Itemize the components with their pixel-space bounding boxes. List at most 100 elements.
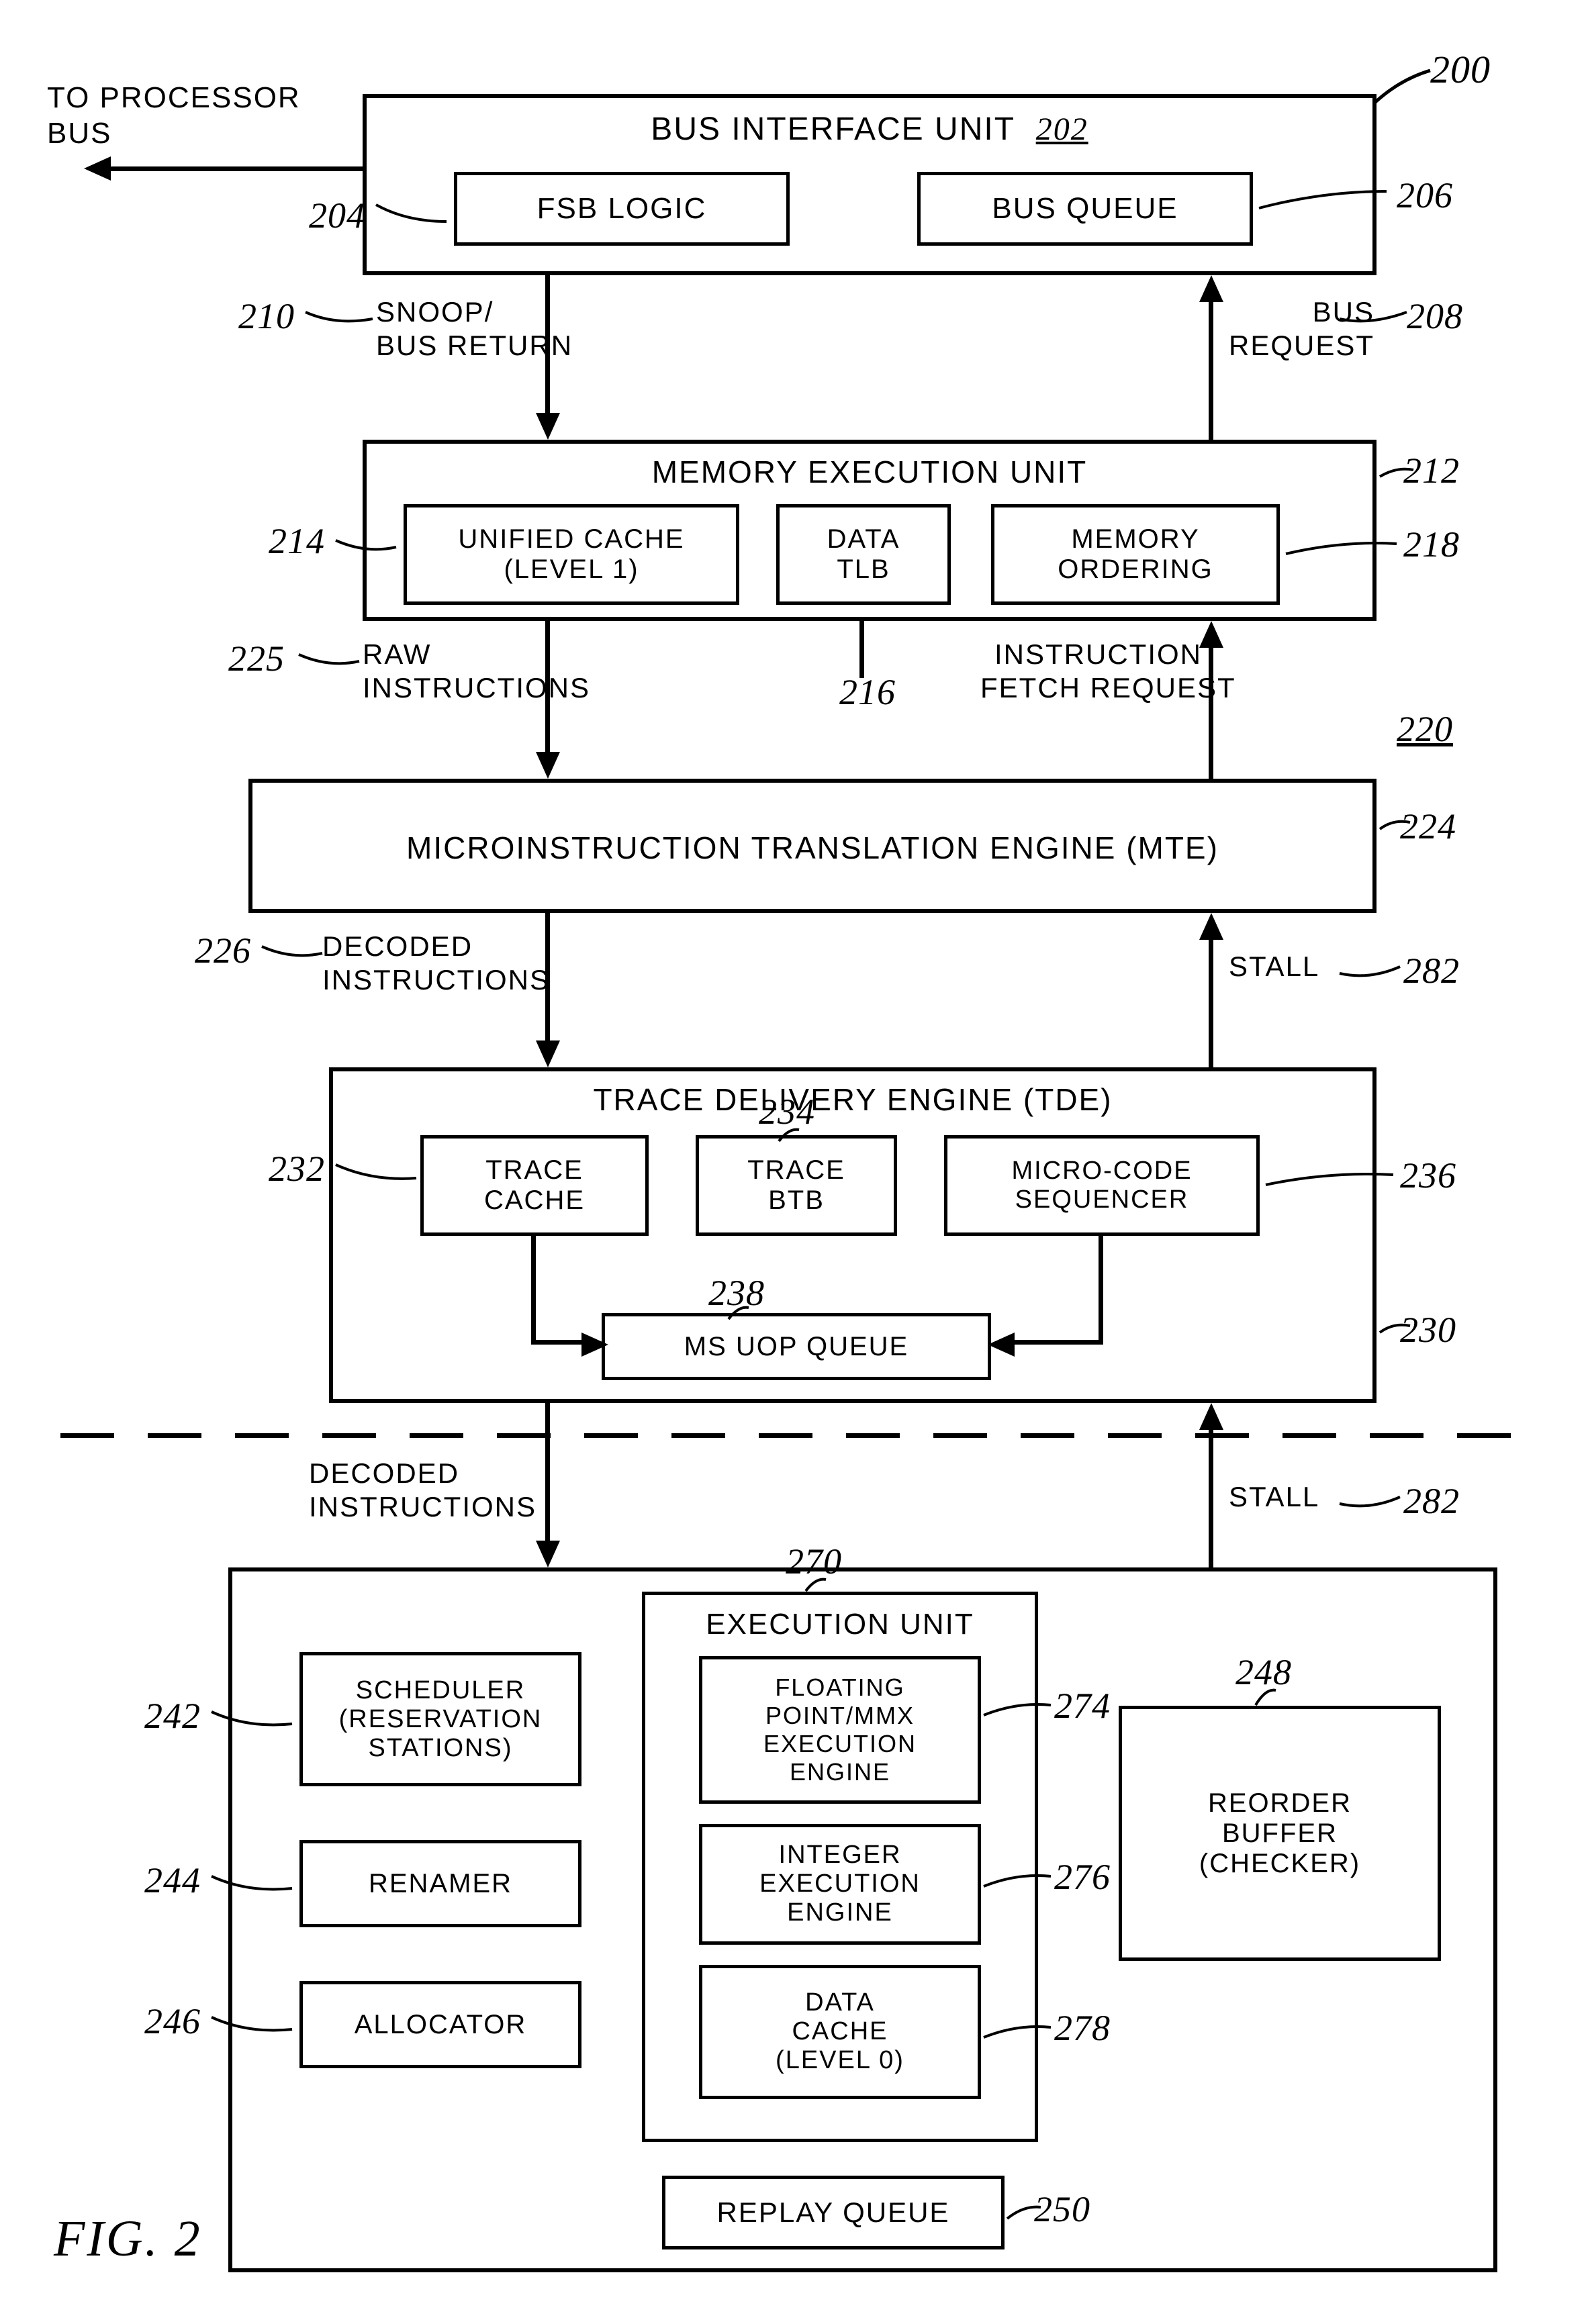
alloc-label: ALLOCATOR (355, 2010, 527, 2040)
snoop-label: SNOOP/BUS RETURN (376, 295, 573, 363)
ref-282-1: 282 (1403, 950, 1460, 991)
ref-274: 274 (1054, 1685, 1111, 1727)
arrow-snoop-head (536, 413, 560, 440)
trace-cache-box: TRACECACHE (420, 1135, 649, 1236)
curve-204 (373, 201, 453, 235)
reorder-buffer-box: REORDERBUFFER(CHECKER) (1119, 1706, 1441, 1961)
ifr-label: INSTRUCTIONFETCH REQUEST (980, 638, 1202, 706)
arrow-stall2-line (1209, 1426, 1213, 1567)
trace-btb-box: TRACEBTB (696, 1135, 897, 1236)
rob-label: REORDERBUFFER(CHECKER) (1199, 1788, 1360, 1879)
curve-214 (332, 534, 400, 561)
mte-title: MICROINSTRUCTION TRANSLATION ENGINE (MTE… (252, 830, 1372, 867)
tde-title: TRACE DELIVERY ENGINE (TDE) (333, 1081, 1372, 1118)
curve-212 (1377, 463, 1417, 490)
ref-208: 208 (1407, 295, 1463, 337)
decoded2-label: DECODEDINSTRUCTIONS (309, 1457, 524, 1524)
unified-cache-box: UNIFIED CACHE(LEVEL 1) (404, 504, 739, 605)
busq-label: BUS QUEUE (992, 192, 1178, 226)
curve-234 (776, 1124, 802, 1145)
fp-box: FLOATINGPOINT/MMXEXECUTIONENGINE (699, 1656, 981, 1804)
arrow-to-bus-line (107, 166, 363, 171)
biu-title-row: BUS INTERFACE UNIT 202 (367, 110, 1372, 149)
arrow-busreq-head (1199, 275, 1223, 302)
fp-label: FLOATINGPOINT/MMXEXECUTIONENGINE (763, 1674, 917, 1786)
curve-232 (332, 1158, 420, 1192)
ms-uop-queue-box: MS UOP QUEUE (602, 1313, 991, 1380)
memory-ordering-box: MEMORYORDERING (991, 504, 1280, 605)
curve-224 (1377, 816, 1413, 842)
tc-to-msq-head (581, 1333, 608, 1357)
mcs-to-msq-v (1099, 1236, 1103, 1343)
mcs-label: MICRO-CODESEQUENCER (1011, 1157, 1192, 1214)
allocator-box: ALLOCATOR (299, 1981, 581, 2068)
bus-interface-unit-box: BUS INTERFACE UNIT 202 FSB LOGIC BUS QUE… (363, 94, 1377, 275)
ref-246: 246 (144, 2000, 201, 2042)
arrow-stall1-head (1199, 913, 1223, 940)
ref-242: 242 (144, 1695, 201, 1737)
mcs-to-msq-head (988, 1333, 1015, 1357)
execution-unit-box: EXECUTION UNIT FLOATINGPOINT/MMXEXECUTIO… (642, 1592, 1038, 2142)
ref-225: 225 (228, 638, 285, 679)
msq-label: MS UOP QUEUE (684, 1332, 908, 1362)
ref-276: 276 (1054, 1856, 1111, 1898)
rq-label: REPLAY QUEUE (717, 2196, 950, 2229)
curve-278 (980, 2021, 1054, 2047)
dtlb-label: DATATLB (827, 524, 900, 585)
tb-label: TRACEBTB (747, 1155, 845, 1216)
ref-244: 244 (144, 1859, 201, 1901)
ref-210: 210 (238, 295, 295, 337)
arrow-stall2-head (1199, 1403, 1223, 1430)
curve-246 (208, 2011, 295, 2041)
curve-250 (1004, 2202, 1044, 2225)
line-216 (859, 621, 864, 678)
ie-box: INTEGEREXECUTIONENGINE (699, 1824, 981, 1945)
ref-220: 220 (1397, 708, 1453, 750)
curve-244 (208, 1870, 295, 1900)
to-processor-bus-label: TO PROCESSORBUS (47, 81, 301, 152)
tc-label: TRACECACHE (484, 1155, 585, 1216)
curve-274 (980, 1698, 1054, 1725)
ref-278: 278 (1054, 2007, 1111, 2049)
tc-to-msq-v (531, 1236, 536, 1343)
decoded1-label: DECODEDINSTRUCTIONS (322, 930, 537, 998)
meu-title: MEMORY EXECUTION UNIT (367, 454, 1372, 491)
tc-to-msq-h (531, 1340, 585, 1345)
bus-queue-box: BUS QUEUE (917, 172, 1253, 246)
curve-210 (302, 305, 376, 332)
fsb-logic-box: FSB LOGIC (454, 172, 790, 246)
ref-226: 226 (195, 930, 251, 971)
mte-box: MICROINSTRUCTION TRANSLATION ENGINE (MTE… (248, 779, 1377, 913)
sched-label: SCHEDULER(RESERVATIONSTATIONS) (339, 1676, 543, 1763)
arrow-dec1-head (536, 1040, 560, 1067)
arrow-raw-head (536, 752, 560, 779)
renamer-box: RENAMER (299, 1840, 581, 1927)
curve-208 (1336, 305, 1410, 332)
ref-218: 218 (1403, 524, 1460, 565)
arrow-stall1-line (1209, 936, 1213, 1067)
biu-ref-inline: 202 (1036, 111, 1088, 147)
uc-label: UNIFIED CACHE(LEVEL 1) (458, 524, 684, 585)
eu-title: EXECUTION UNIT (706, 1607, 974, 1643)
figure-label: FIG. 2 (54, 2209, 202, 2270)
ref-204: 204 (309, 195, 365, 236)
ref-216: 216 (839, 671, 896, 713)
curve-225 (295, 648, 363, 675)
arrow-to-bus-head (84, 156, 111, 181)
curve-236 (1262, 1168, 1397, 1195)
ref-214: 214 (269, 520, 325, 562)
arrow-ifr-line (1209, 644, 1213, 779)
fsb-label: FSB LOGIC (537, 192, 707, 226)
biu-title: BUS INTERFACE UNIT (651, 111, 1015, 147)
lower-container-box: SCHEDULER(RESERVATIONSTATIONS) RENAMER A… (228, 1567, 1497, 2272)
diagram-canvas: 200 TO PROCESSORBUS BUS INTERFACE UNIT 2… (0, 0, 1586, 2324)
arrow-ifr-head (1199, 621, 1223, 648)
tde-box: TRACE DELIVERY ENGINE (TDE) TRACECACHE T… (329, 1067, 1377, 1403)
raw-label: RAWINSTRUCTIONS (363, 638, 537, 706)
scheduler-box: SCHEDULER(RESERVATIONSTATIONS) (299, 1652, 581, 1786)
dc-label: DATACACHE(LEVEL 0) (776, 1988, 904, 2075)
ref-282-2: 282 (1403, 1480, 1460, 1522)
dc-box: DATACACHE(LEVEL 0) (699, 1965, 981, 2099)
curve-270 (802, 1574, 829, 1594)
replay-queue-box: REPLAY QUEUE (662, 2176, 1005, 2249)
